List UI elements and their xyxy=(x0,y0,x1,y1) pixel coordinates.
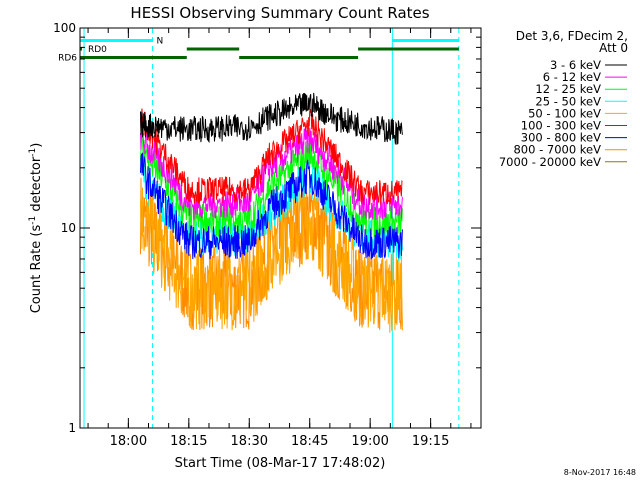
x-tick-label-3: 18:45 xyxy=(291,434,328,449)
legend-label-7: 800 - 7000 keV xyxy=(513,143,601,157)
y-axis-label-close: ) xyxy=(29,143,44,148)
flag-bar-label-0: N xyxy=(157,37,164,47)
series-line-4 xyxy=(140,183,403,333)
legend-label-2: 12 - 25 keV xyxy=(535,82,601,96)
legend-label-1: 6 - 12 keV xyxy=(543,70,601,84)
legend-label-5: 100 - 300 keV xyxy=(521,119,601,133)
x-tick-label-5: 19:15 xyxy=(412,434,449,449)
x-tick-label-4: 19:00 xyxy=(351,434,388,449)
y-axis-label-tail: detector xyxy=(29,156,44,216)
series-line-1 xyxy=(140,124,403,221)
series-line-6 xyxy=(140,152,403,260)
y-tick-label-2: 100 xyxy=(53,21,76,35)
legend-label-4: 50 - 100 keV xyxy=(528,106,601,120)
chart-title: HESSI Observing Summary Count Rates xyxy=(130,4,429,22)
series-line-5 xyxy=(140,108,403,205)
flag-bar-label-1: RD0 xyxy=(88,45,107,55)
y-axis-label: Count Rate (s-1 detector-1) xyxy=(28,143,44,314)
legend-label-0: 3 - 6 keV xyxy=(550,58,601,72)
x-tick-label-2: 18:30 xyxy=(231,434,268,449)
legend-label-8: 7000 - 20000 keV xyxy=(499,155,601,169)
y-axis-label-main: Count Rate (s xyxy=(29,225,44,314)
series-line-0 xyxy=(140,92,403,145)
y-axis-label-sup-2: -1 xyxy=(28,148,38,157)
x-tick-label-0: 18:00 xyxy=(110,434,147,449)
svg-text:Count Rate (s-1 detector-1): Count Rate (s-1 detector-1) xyxy=(28,143,44,314)
series-line-7 xyxy=(140,177,403,331)
x-axis-label: Start Time (08-Mar-17 17:48:02) xyxy=(175,456,386,471)
plot-area: N RD0 RD6 1 10 100 18:00 18:15 18:30 18:45 19:00 19… xyxy=(53,21,482,449)
y-tick-label-0: 1 xyxy=(68,421,76,435)
legend-label-6: 300 - 800 keV xyxy=(521,131,601,145)
legend-header-line-1: Det 3,6, FDecim 2, xyxy=(516,29,628,43)
y-axis-label-sup-1: -1 xyxy=(28,216,38,225)
legend-label-3: 25 - 50 keV xyxy=(535,94,601,108)
timestamp: 8-Nov-2017 16:48 xyxy=(564,468,636,477)
flag-bar-label-2: RD6 xyxy=(58,54,77,64)
x-tick-label-1: 18:15 xyxy=(170,434,207,449)
y-tick-label-1: 10 xyxy=(61,221,76,235)
legend-header-line-2: Att 0 xyxy=(599,41,628,55)
